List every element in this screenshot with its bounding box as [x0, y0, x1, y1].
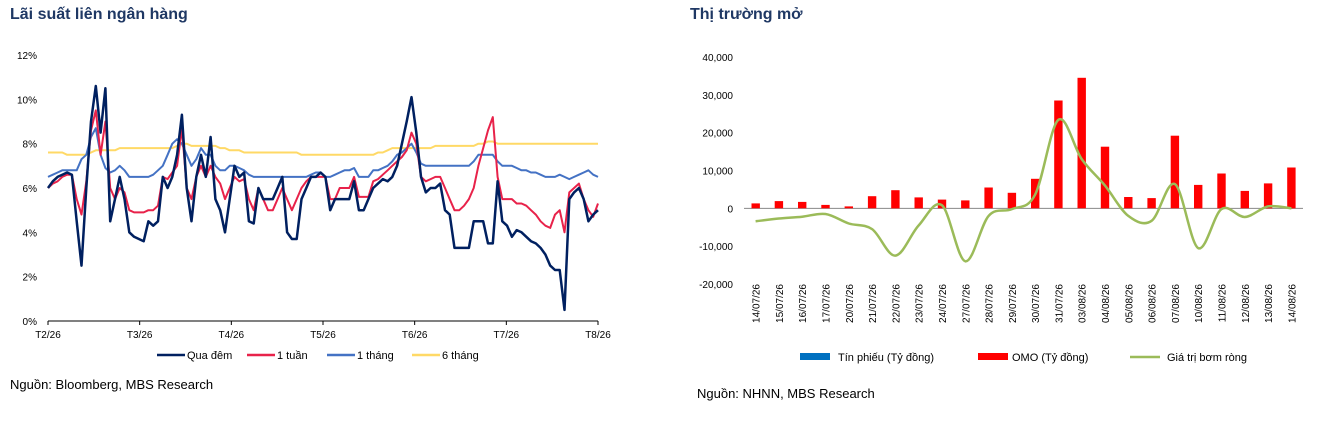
x-tick-label: 28/07/26: [985, 284, 996, 323]
y-tick-label: 20,000: [702, 129, 733, 140]
omo-bar: [937, 199, 947, 209]
x-tick-label: 31/07/26: [1054, 284, 1065, 323]
legend-swatch-1: [800, 353, 830, 360]
legend-label-1: Tín phiếu (Tỷ đồng): [838, 352, 934, 364]
x-tick-label: 22/07/26: [891, 284, 902, 323]
y-tick-label: -10,000: [699, 242, 733, 253]
x-tick-label: 17/07/26: [822, 284, 833, 323]
x-tick-label: 23/07/26: [915, 284, 926, 323]
x-tick-label: 11/08/26: [1217, 284, 1228, 323]
legend-label-3: Giá trị bơm ròng: [1167, 352, 1247, 364]
legend-label-2: 1 tuần: [277, 350, 308, 362]
omo-bar: [1007, 192, 1017, 209]
omo-bar: [1124, 197, 1133, 209]
y-tick-label: 4%: [23, 228, 38, 239]
x-tick-label: 14/07/26: [752, 284, 763, 323]
x-tick-label: T3/26: [127, 330, 153, 341]
legend-label-1: Qua đêm: [187, 350, 232, 362]
x-tick-label: 12/08/26: [1241, 284, 1252, 323]
x-tick-label: 21/07/26: [868, 284, 879, 323]
x-tick-label: 10/08/26: [1194, 284, 1205, 323]
open-market-source: Nguồn: NHNN, MBS Research: [697, 386, 875, 401]
x-tick-label: T2/26: [35, 330, 61, 341]
omo-bar: [891, 190, 900, 209]
y-tick-label: -20,000: [699, 280, 733, 291]
x-tick-label: 16/07/26: [798, 284, 809, 323]
omo-bar: [961, 200, 970, 209]
series-line-1: [46, 84, 599, 312]
interbank-rate-chart: 0% 2% 4% 6% 8% 10% 12% T2/26 T3/26 T4/26 T5/26 T6/2…: [17, 51, 611, 362]
x-tick-label: 14/08/26: [1287, 284, 1298, 323]
series-line-2: [47, 109, 599, 234]
open-market-title: Thị trường mở: [690, 6, 803, 23]
x-tick-label: 04/08/26: [1101, 284, 1112, 323]
x-tick-label: 20/07/26: [845, 284, 856, 323]
omo-bar: [1217, 173, 1226, 209]
omo-bar: [774, 201, 784, 209]
omo-bar: [1077, 77, 1086, 209]
omo-bar: [1170, 135, 1180, 209]
x-tick-label: 27/07/26: [961, 284, 972, 323]
x-tick-label: 06/08/26: [1148, 284, 1159, 323]
y-tick-label: 8%: [23, 140, 38, 151]
x-tick-label: 15/07/26: [775, 284, 786, 323]
x-tick-label: T8/26: [585, 330, 611, 341]
omo-bar: [914, 197, 923, 209]
omo-bar: [751, 203, 760, 209]
omo-bar: [867, 196, 877, 209]
interbank-source: Nguồn: Bloomberg, MBS Research: [10, 377, 214, 392]
omo-bar: [1147, 198, 1156, 209]
legend-label-3: 1 tháng: [357, 350, 394, 362]
omo-bar: [1194, 184, 1203, 209]
x-tick-label: T4/26: [219, 330, 245, 341]
omo-bar: [821, 204, 830, 209]
y-tick-label: 10%: [17, 95, 37, 106]
x-tick-label: 05/08/26: [1124, 284, 1135, 323]
omo-bar: [1287, 167, 1296, 209]
legend-label-4: 6 tháng: [442, 350, 479, 362]
interbank-rate-title: Lãi suất liên ngân hàng: [10, 6, 188, 23]
y-tick-label: 0: [727, 204, 733, 215]
y-tick-label: 10,000: [702, 167, 733, 178]
omo-bar: [1054, 100, 1063, 209]
x-tick-label: 29/07/26: [1008, 284, 1019, 323]
omo-bar: [798, 201, 807, 209]
x-tick-label: 07/08/26: [1171, 284, 1182, 323]
y-tick-label: 2%: [23, 273, 38, 284]
legend-label-2: OMO (Tỷ đồng): [1012, 352, 1088, 364]
y-tick-label: 6%: [23, 184, 38, 195]
y-tick-label: 30,000: [702, 91, 733, 102]
x-tick-label: 30/07/26: [1031, 284, 1042, 323]
x-tick-label: 13/08/26: [1264, 284, 1275, 323]
series-line-3: [47, 127, 599, 181]
y-tick-label: 40,000: [702, 53, 733, 64]
x-tick-label: T5/26: [310, 330, 336, 341]
omo-bar: [1031, 178, 1040, 209]
omo-bar: [1240, 190, 1249, 209]
omo-bar: [984, 187, 993, 209]
net-injection-line: [755, 118, 1292, 263]
y-tick-label: 12%: [17, 51, 37, 62]
legend-swatch-2: [978, 353, 1008, 360]
series-line-4: [48, 140, 598, 156]
omo-bar: [1100, 146, 1110, 209]
omo-bar: [844, 206, 853, 209]
x-tick-label: T6/26: [402, 330, 428, 341]
x-tick-label: T7/26: [494, 330, 520, 341]
omo-bar: [1263, 183, 1273, 209]
y-tick-label: 0%: [23, 317, 38, 328]
x-tick-label: 24/07/26: [938, 284, 949, 323]
x-tick-label: 03/08/26: [1078, 284, 1089, 323]
